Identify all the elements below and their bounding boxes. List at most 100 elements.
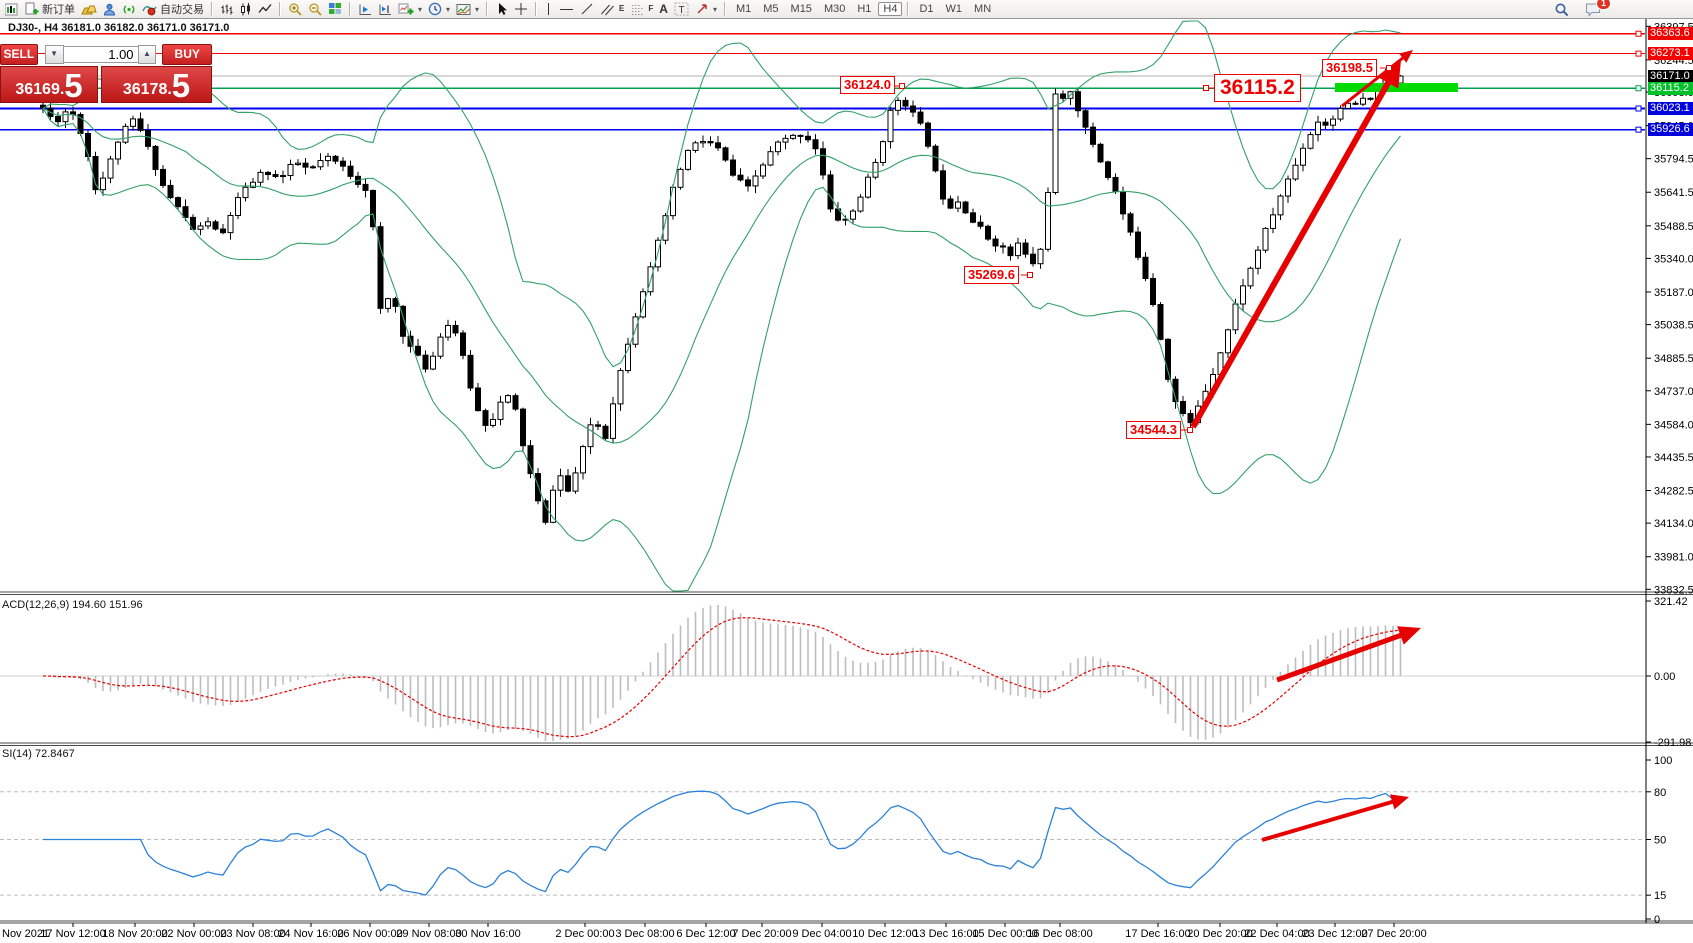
buy-button[interactable]: BUY	[162, 44, 212, 65]
chevron-down-icon: ▾	[418, 4, 423, 14]
trendline-icon	[580, 2, 594, 16]
level-end-marker[interactable]	[1635, 105, 1642, 112]
crosshair-tool-button[interactable]	[511, 1, 531, 18]
text-tool[interactable]: A	[656, 1, 671, 18]
zoom-out-button[interactable]	[305, 1, 325, 18]
arrows-tool[interactable]: ▾	[692, 1, 720, 18]
fibonacci-icon	[630, 3, 645, 16]
price-axis-tick: 35794.5	[1654, 154, 1693, 166]
channel-tool[interactable]: E	[597, 1, 627, 18]
channel-tool-label: E	[619, 4, 625, 13]
chart-shift-button[interactable]	[375, 1, 395, 18]
price-callout[interactable]: 34544.3	[1126, 421, 1181, 439]
search-button[interactable]	[1551, 1, 1572, 18]
volume-decrease-button[interactable]: ▼	[44, 45, 64, 64]
signals-button[interactable]	[119, 1, 139, 18]
timeframe-button-m1[interactable]: M1	[735, 3, 752, 15]
buy-price-panel[interactable]: 36178. 5	[101, 66, 212, 103]
toolbar-separator	[907, 2, 910, 16]
callout-anchor	[1203, 85, 1209, 91]
level-end-marker[interactable]	[1635, 50, 1642, 57]
vertical-line-tool[interactable]	[541, 1, 556, 18]
time-axis-label: 22 Nov 00:00	[161, 928, 226, 940]
macd-axis-tick: 321.42	[1654, 596, 1688, 608]
notifications-button[interactable]: 1	[1582, 0, 1611, 18]
level-end-marker[interactable]	[1635, 30, 1642, 37]
step-forward-button[interactable]	[355, 1, 375, 18]
price-callout[interactable]: 36124.0	[840, 76, 895, 94]
search-icon	[1554, 2, 1569, 17]
timeframe-button-d1[interactable]: D1	[919, 3, 934, 15]
template-button[interactable]: ▾	[453, 1, 482, 18]
price-axis-tick: 34282.5	[1654, 486, 1693, 498]
period-button[interactable]: ▾	[425, 1, 453, 18]
macd-axis-ticks: 321.42 0.00 -291.98	[1646, 596, 1691, 749]
sell-price-fraction: 5	[64, 67, 83, 104]
tile-windows-button[interactable]	[325, 1, 345, 18]
sell-button[interactable]: SELL	[0, 44, 38, 65]
trend-arrow	[1276, 629, 1412, 683]
toolbar-right-group: 1	[1551, 0, 1611, 18]
price-axis-tick: 35488.5	[1654, 221, 1693, 233]
timeframe-button-h4[interactable]: H4	[878, 2, 903, 16]
time-axis-label: 3 Dec 08:00	[615, 928, 674, 940]
price-callout[interactable]: 35269.6	[964, 266, 1019, 284]
rsi-indicator-label: SI(14) 72.8467	[2, 748, 75, 760]
price-axis-badge: 35926.6	[1648, 123, 1693, 137]
accounts-button[interactable]	[100, 1, 119, 18]
timeframe-button-m30[interactable]: M30	[823, 3, 846, 15]
bar-chart-button[interactable]	[217, 1, 236, 18]
trend-arrows[interactable]	[1190, 50, 1421, 842]
sell-price-panel[interactable]: 36169. 5	[0, 66, 98, 103]
auto-trading-button[interactable]: 自动交易	[139, 1, 207, 18]
timeframe-button-mn[interactable]: MN	[974, 3, 992, 15]
label-tool[interactable]: T	[671, 1, 692, 18]
vertical-line-icon	[544, 2, 553, 16]
toolbar-separator	[535, 2, 538, 16]
equidistant-channel-icon	[600, 2, 616, 16]
cursor-tool-button[interactable]	[492, 1, 511, 18]
new-chart-button[interactable]	[2, 1, 21, 18]
timeframe-button-m5[interactable]: M5	[763, 3, 779, 15]
chart-shift-icon	[378, 3, 392, 16]
time-axis-label: Nov 2021	[2, 928, 49, 940]
buy-price-int: 36178	[122, 81, 168, 98]
toolbar-separator	[723, 2, 726, 16]
line-chart-button[interactable]	[255, 1, 275, 18]
auto-trading-icon	[142, 3, 157, 16]
timeframe-button-h1[interactable]: H1	[857, 3, 872, 15]
timeframe-button-m15[interactable]: M15	[790, 3, 812, 15]
trendline-tool[interactable]	[577, 1, 597, 18]
fibonacci-tool[interactable]: F	[627, 1, 656, 18]
macd-signal-line	[42, 617, 1401, 738]
rsi-pane	[0, 791, 1645, 896]
buy-price-dot: .	[167, 81, 172, 98]
add-indicator-button[interactable]: ▾	[395, 1, 425, 18]
timeframe-button-w1[interactable]: W1	[945, 3, 963, 15]
market-watch-button[interactable]	[78, 1, 100, 18]
rsi-axis-tick: 100	[1654, 755, 1672, 767]
new-order-button[interactable]: 新订单	[21, 1, 78, 18]
add-indicator-icon	[398, 2, 414, 16]
price-callout[interactable]: 36115.2	[1214, 74, 1301, 102]
price-axis-badge: 36115.2	[1648, 81, 1693, 95]
time-axis-label: 20 Dec 20:00	[1187, 928, 1252, 940]
horizontal-line-tool[interactable]	[556, 1, 577, 18]
buy-price-fraction: 5	[171, 67, 191, 104]
price-axis-tick: 35340.0	[1654, 253, 1693, 265]
level-end-marker[interactable]	[1635, 126, 1642, 133]
time-axis-label: 23 Nov 08:00	[220, 928, 285, 940]
volume-increase-button[interactable]: ▲	[137, 45, 157, 64]
price-callout[interactable]: 36198.5	[1322, 59, 1377, 77]
level-end-marker[interactable]	[1635, 85, 1642, 92]
macd-axis-tick: -291.98	[1654, 737, 1691, 749]
time-axis-label: 24 Nov 16:00	[278, 928, 343, 940]
signal-icon	[122, 3, 136, 16]
volume-input[interactable]	[63, 46, 138, 63]
callout-anchor	[1187, 427, 1193, 433]
candlestick-chart-button[interactable]	[236, 1, 255, 18]
zoom-in-button[interactable]	[285, 1, 305, 18]
new-order-icon	[24, 2, 39, 16]
